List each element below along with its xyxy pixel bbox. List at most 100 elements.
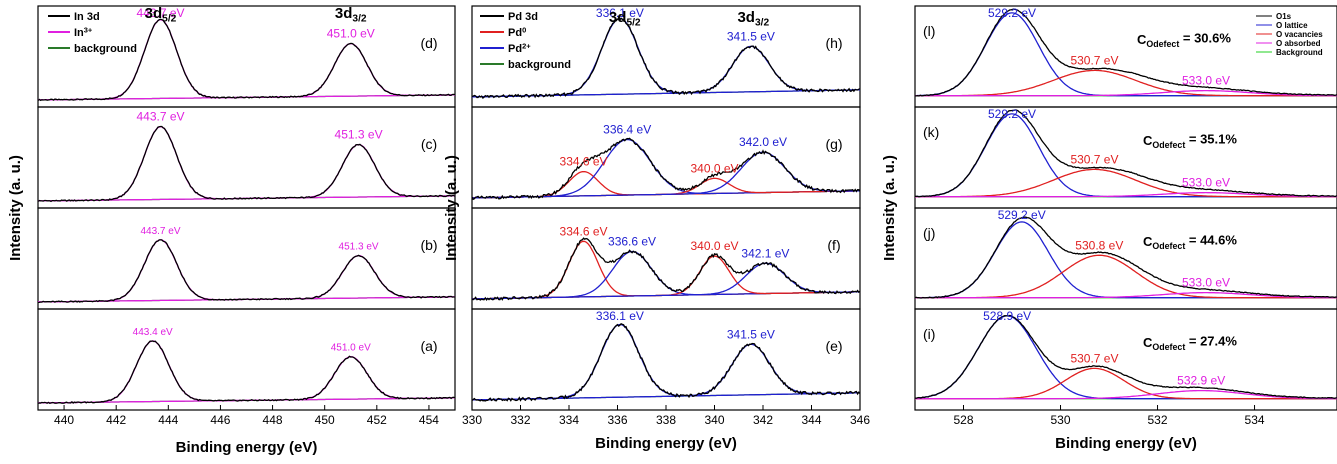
x-tick-label: 332: [510, 413, 530, 427]
component-peak-0: [38, 19, 455, 101]
y-axis-title: Intensity (a. u.): [881, 155, 898, 261]
y-axis-title: Intensity (a. u.): [7, 155, 24, 261]
x-tick-label: 532: [1148, 413, 1168, 427]
component-peak-3: [472, 151, 860, 199]
x-axis: 330 332 334 336 338 340 342 344 346 Binding energ…: [462, 405, 870, 452]
defect-label-base: C: [1143, 234, 1153, 249]
subshell-label: 3d3/2: [335, 5, 367, 25]
peak-label: 529.2 eV: [988, 107, 1036, 121]
x-axis: 528 530 532 534 Binding energy (eV): [953, 405, 1265, 452]
peak-label: 341.5 eV: [727, 29, 775, 43]
panel-i: 528.9 eV 530.7 eV 532.9 eV (i) COdefect = 27…: [914, 308, 1337, 411]
x-tick-label: 528: [953, 413, 973, 427]
component-peak-1: [472, 250, 861, 300]
panel-frame: [37, 106, 456, 209]
subshell-label-base: 3d: [737, 9, 755, 26]
x-tick-label: 452: [367, 413, 387, 427]
subshell-label: 3d5/2: [609, 9, 641, 29]
x-axis-title: Binding energy (eV): [1055, 435, 1197, 452]
defect-label: COdefect = 30.6%: [1137, 31, 1231, 50]
peak-label: 443.4 eV: [133, 327, 173, 338]
x-tick-label: 444: [158, 413, 178, 427]
subshell-label-sub: 5/2: [626, 18, 640, 29]
peak-label: 342.0 eV: [739, 135, 787, 149]
peak-label: 451.3 eV: [335, 128, 383, 142]
component-peak-2: [915, 291, 1337, 299]
x-tick-label: 454: [419, 413, 439, 427]
peak-label: 530.7 eV: [1070, 351, 1118, 365]
legend-label-sup: 2+: [522, 41, 531, 50]
legend-label-base: In: [74, 27, 84, 39]
legend-label-base: O vacancies: [1276, 30, 1323, 39]
legend: In 3d In3+ background: [48, 11, 137, 55]
subshell-label: 3d5/2: [145, 5, 177, 25]
panel-frame: [37, 5, 456, 108]
panel-letter: (k): [923, 124, 939, 140]
legend-label: Pd 3d: [508, 11, 538, 23]
peak-label: 334.6 eV: [560, 224, 608, 238]
legend-label-base: Pd: [508, 27, 522, 39]
component-peak-1: [472, 343, 861, 401]
component-peak-2: [915, 191, 1337, 198]
legend-label: O1s: [1276, 12, 1292, 21]
legend-label: Background: [1276, 48, 1323, 57]
legend-label: background: [508, 59, 571, 71]
x-tick-label: 446: [210, 413, 230, 427]
panel-letter: (g): [825, 136, 842, 152]
peak-label: 528.9 eV: [983, 309, 1031, 323]
component-peak-1: [38, 254, 455, 303]
legend-label: O vacancies: [1276, 30, 1323, 39]
x-tick-label: 330: [462, 413, 482, 427]
peak-label: 530.8 eV: [1075, 238, 1123, 252]
defect-label-sub: Odefect: [1152, 241, 1185, 251]
component-peak-0: [38, 340, 455, 404]
legend-label: In 3d: [74, 11, 100, 23]
peak-label: 451.0 eV: [331, 343, 371, 354]
defect-label-tail: = 44.6%: [1185, 233, 1237, 248]
component-peak-1: [915, 367, 1337, 400]
defect-label-sub: Odefect: [1152, 140, 1185, 150]
panel-letter: (c): [421, 136, 437, 152]
x-axis-title: Binding energy (eV): [176, 439, 318, 456]
peak-label: 529.2 eV: [998, 208, 1046, 222]
component-peak-2: [915, 89, 1337, 97]
peak-label: 529.2 eV: [988, 6, 1036, 20]
panel-frame: [471, 106, 861, 209]
measured-spectrum: [471, 237, 861, 302]
peak-label: 443.7 eV: [136, 6, 184, 20]
peak-label: 451.3 eV: [339, 242, 379, 253]
panel-j: 529.2 eV 530.8 eV 533.0 eV (j) COdefect = 44…: [914, 207, 1337, 310]
component-peak-2: [915, 389, 1337, 400]
panel-b: 443.7 eV 451.3 eV (b): [37, 207, 456, 310]
peak-label: 443.7 eV: [136, 110, 184, 124]
defect-label-tail: = 30.6%: [1179, 31, 1231, 46]
panel-k: 529.2 eV 530.7 eV 533.0 eV (k) COdefect = 35…: [914, 106, 1337, 209]
panel-e: 336.1 eV 341.5 eV (e): [471, 308, 861, 411]
measured-spectrum: [914, 8, 1337, 97]
measured-spectrum: [914, 216, 1337, 299]
defect-label-sub: Odefect: [1152, 342, 1185, 352]
peak-label: 530.7 eV: [1070, 53, 1118, 67]
measured-spectrum: [37, 340, 456, 405]
pd-3d-chart: 336.1 eV 341.5 eV (h) 334.6 eV 336.4 eV 340.0…: [443, 5, 870, 452]
panel-letter: (b): [420, 237, 437, 253]
panel-frame: [914, 106, 1337, 209]
x-tick-label: 448: [263, 413, 283, 427]
peak-label: 533.0 eV: [1182, 176, 1230, 190]
x-tick-label: 338: [656, 413, 676, 427]
defect-label-base: C: [1137, 32, 1147, 47]
legend-label: Pd0: [508, 25, 526, 39]
component-peak-0: [915, 12, 1337, 97]
panel-frame: [914, 207, 1337, 310]
legend-label: O lattice: [1276, 21, 1308, 30]
panel-letter: (a): [420, 338, 437, 354]
legend-label-base: O1s: [1276, 12, 1292, 21]
measured-spectrum: [471, 323, 861, 402]
legend-label-base: Pd 3d: [508, 11, 538, 23]
panel-frame: [471, 207, 861, 310]
peak-label: 336.1 eV: [596, 309, 644, 323]
component-peak-0: [472, 323, 861, 401]
